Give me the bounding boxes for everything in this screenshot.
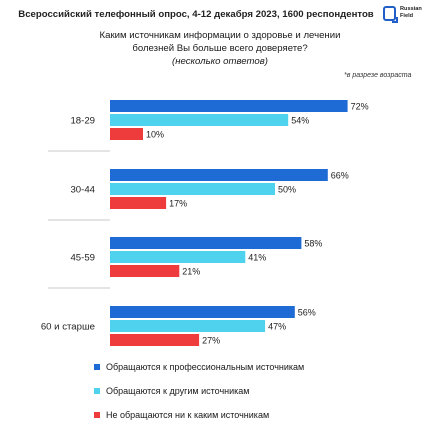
legend-label: Обращаются к другим источникам [106, 386, 250, 396]
bar [110, 265, 180, 277]
logo-text: Russian Field [400, 6, 434, 20]
bar [110, 114, 289, 126]
data-label: 41% [248, 253, 266, 263]
data-label: 58% [304, 239, 322, 249]
chart-question: Каким источникам информации о здоровье и… [40, 29, 400, 68]
russian-field-logo: Russian Field [383, 4, 433, 26]
legend-item: Обращаются к профессиональным источникам [94, 360, 304, 374]
category-label: 30-44 [70, 185, 95, 196]
age-breakdown-note: *в разрезе возраста [344, 72, 412, 79]
bar [110, 251, 246, 263]
category-label: 18-29 [70, 116, 95, 127]
bar [110, 237, 302, 249]
legend-swatch [94, 412, 100, 418]
legend-label: Обращаются к профессиональным источникам [106, 362, 305, 372]
bar [110, 100, 348, 112]
data-label: 72% [351, 102, 369, 112]
bar [110, 334, 200, 346]
legend-swatch [94, 364, 100, 370]
legend-label: Не обращаются ни к каким источникам [106, 410, 270, 420]
survey-header: Всероссийский телефонный опрос, 4-12 дек… [18, 9, 374, 20]
bar [110, 306, 295, 318]
bar [110, 320, 266, 332]
data-label: 66% [331, 171, 349, 181]
logo-text-line2: Field [400, 13, 414, 19]
logo-text-line1: Russian [400, 6, 422, 12]
question-line-1: Каким источникам информации о здоровье и… [99, 30, 341, 41]
data-label: 47% [268, 322, 286, 332]
data-label: 27% [202, 336, 220, 346]
bar [110, 183, 275, 195]
bar [110, 128, 143, 140]
category-label: 45-59 [70, 253, 95, 264]
bar [110, 169, 328, 181]
legend-item: Обращаются к другим источникам [94, 384, 250, 398]
data-label: 50% [278, 185, 296, 195]
category-label: 60 и старше [41, 322, 95, 333]
logo-icon [383, 6, 398, 23]
data-label: 17% [169, 199, 187, 209]
legend-item: Не обращаются ни к каким источникам [94, 408, 269, 422]
question-note: (несколько ответов) [172, 56, 268, 67]
bar [110, 197, 167, 209]
data-label: 10% [146, 130, 164, 140]
data-label: 54% [291, 116, 309, 126]
data-label: 56% [298, 308, 316, 318]
legend-swatch [94, 388, 100, 394]
question-line-2: болезней Вы больше всего доверяете? [132, 43, 308, 54]
data-label: 21% [182, 267, 200, 277]
